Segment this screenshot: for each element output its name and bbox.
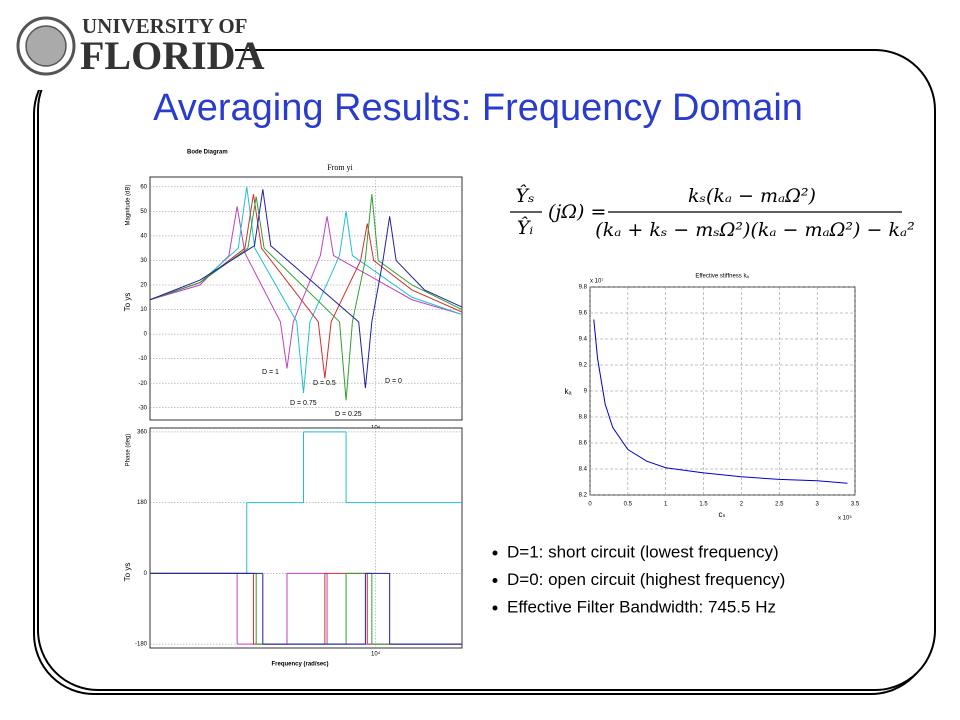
logo-line2: FLORIDA	[80, 33, 265, 78]
bullet-text: Effective Filter Bandwidth: 745.5 Hz	[507, 597, 776, 616]
y-tick-label: 9.6	[579, 311, 588, 317]
plot-area	[149, 427, 463, 649]
y-tick-label: 8.8	[579, 415, 588, 421]
bode-title: Bode Diagram	[187, 150, 228, 156]
bullet-text: D=1: short circuit (lowest frequency)	[507, 542, 779, 561]
y-axis-label: kₐ	[565, 387, 573, 396]
x-tick-label: 0	[588, 502, 592, 508]
data-line	[593, 319, 848, 484]
y-tick-label: 8.6	[579, 441, 588, 447]
bullet-dot	[492, 578, 498, 583]
y-tick-label: 360	[137, 430, 148, 436]
x-tick-label: 0.5	[624, 502, 633, 508]
data-line	[149, 194, 463, 379]
bode-subtitle: From yi	[327, 163, 353, 172]
x-axis-label: Frequency (rad/sec)	[271, 662, 328, 668]
bullet-dot	[492, 605, 498, 611]
y-tick-label: 60	[140, 184, 147, 190]
x-axis-label: cₛ	[719, 510, 726, 519]
y-tick-label: -180	[135, 642, 148, 648]
formula-lhs-bottom: Ŷᵢ	[517, 216, 534, 239]
y-tick-label: 180	[137, 500, 148, 506]
y-tick-label: 0	[144, 332, 148, 338]
y-tick-label: 9.8	[579, 285, 588, 291]
stiffness-title: Effective stiffness kₐ	[695, 274, 749, 280]
formula-lhs-top: Ŷₛ	[516, 184, 535, 207]
x-tick-label: 2	[740, 502, 744, 508]
y-tick-label: 40	[140, 233, 147, 239]
data-line	[149, 206, 463, 369]
data-line	[149, 194, 463, 401]
y-tick-label: -30	[138, 405, 147, 411]
data-line	[149, 186, 463, 394]
x-tick-label: 1	[664, 502, 668, 508]
x-tick-label: 3	[815, 502, 819, 508]
x-tick-label: 3.5	[851, 502, 860, 508]
y-tick-label: 50	[140, 209, 147, 215]
slide-title: Averaging Results: Frequency Domain	[153, 87, 803, 129]
x-tick-label: 1.5	[699, 502, 708, 508]
series-label: D = 0.75	[290, 400, 317, 407]
logo-line1: UNIVERSITY OF	[82, 14, 248, 38]
series-label: D = 0.5	[313, 380, 336, 387]
bullet-dot	[492, 550, 498, 556]
series-label: D = 1	[262, 369, 279, 376]
x-tick-label: 10⁴	[371, 651, 381, 658]
formula-denominator: (kₐ + kₛ − mₛΩ²)(kₐ − mₐΩ²) − kₐ²	[595, 219, 914, 241]
row-label: To ys	[123, 293, 132, 312]
x-multiplier: x 10⁵	[838, 515, 852, 522]
y-axis-label: Phase (deg)	[126, 434, 132, 467]
seal-inner	[25, 25, 67, 67]
y-tick-label: 9.2	[579, 363, 588, 369]
y-tick-label: -20	[138, 381, 147, 387]
y-axis-label: Magnitude (dB)	[126, 184, 132, 225]
formula-lhs-arg: (jΩ) =	[548, 201, 606, 223]
y-tick-label: 8.2	[579, 493, 588, 499]
y-tick-label: 8.4	[579, 467, 588, 473]
y-tick-label: 9.4	[579, 337, 588, 343]
x-tick-label: 2.5	[775, 502, 784, 508]
y-tick-label: 9	[584, 389, 588, 395]
y-multiplier: x 10⁷	[590, 278, 604, 285]
bullet-text: D=0: open circuit (highest frequency)	[507, 570, 785, 589]
series-label: D = 0.25	[335, 411, 362, 418]
y-tick-label: 30	[140, 258, 147, 264]
data-line	[149, 189, 463, 389]
series-label: D = 0	[385, 378, 402, 385]
y-tick-label: -10	[138, 356, 147, 362]
y-tick-label: 0	[144, 571, 148, 577]
y-tick-label: 20	[140, 283, 147, 289]
y-tick-label: 10	[140, 307, 147, 313]
formula-numerator: kₛ(kₐ − mₐΩ²)	[688, 185, 816, 207]
row-label: To ys	[123, 563, 132, 582]
